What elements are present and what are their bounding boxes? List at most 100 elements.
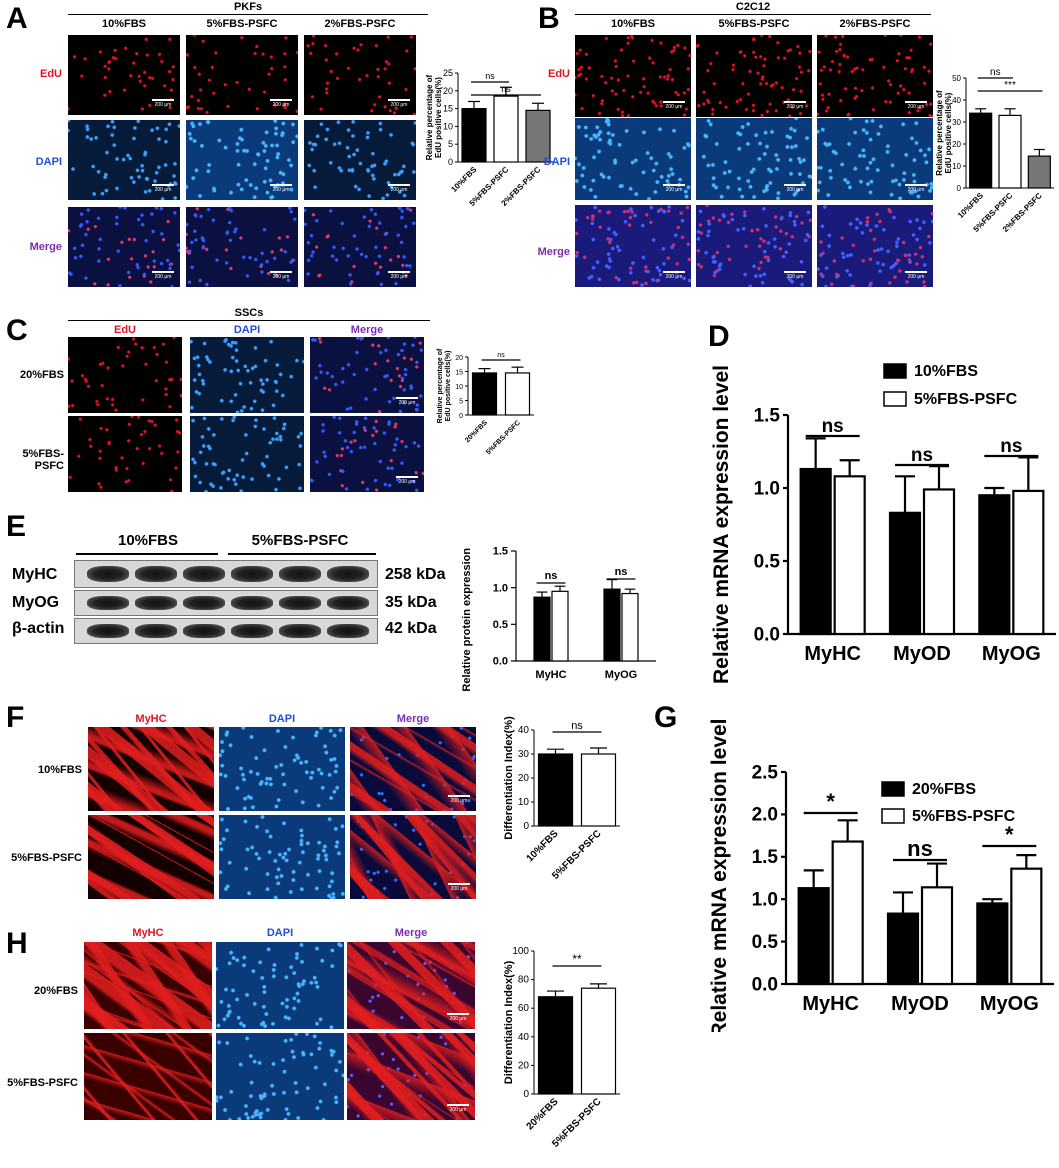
legend-swatch-1: [883, 363, 907, 379]
bar-MyHC-1: [797, 887, 830, 986]
y-tick-label: 5: [459, 399, 463, 406]
panel-h-bar-chart: 0 20 40 60 80 100 Differentiation Index(%) 20%F…: [503, 946, 620, 1150]
scale-bar: 200 μm: [270, 271, 292, 283]
scale-bar-label: 200 μm: [665, 274, 683, 280]
panel-b-micrograph-r1-c3: 200 μm: [817, 35, 933, 117]
x-tick-label: MyOG: [982, 643, 1041, 665]
scale-bar-label: 200 μm: [665, 104, 683, 110]
bar-1: [969, 112, 993, 189]
bar-1: [471, 372, 498, 416]
x-tick-label: 10%FBS: [525, 828, 561, 864]
blot-band: [183, 596, 225, 610]
panel-b-title: C2C12: [735, 1, 771, 13]
blot-band: [279, 566, 321, 582]
panel-f-col-merge: Merge: [396, 713, 430, 725]
panel-h-col-merge: Merge: [394, 927, 428, 939]
blot-band: [135, 566, 177, 582]
panel-label-h: H: [6, 927, 28, 960]
bar-1: [537, 753, 574, 827]
significance-label: ns: [501, 84, 511, 94]
panel-b-row-edu: EdU: [548, 68, 570, 80]
panel-label-e: E: [6, 510, 27, 543]
panel-d-bar-chart: 0.0 0.5 1.0 1.5 Relative mRNA expression lev…: [710, 363, 1056, 684]
y-tick-label: 20: [518, 1060, 530, 1071]
panel-h-micrograph-r1-c1: [84, 942, 212, 1029]
significance-label: ns: [497, 352, 505, 359]
scale-bar: 200 μm: [448, 883, 470, 895]
bar-MyOG-2: [621, 592, 639, 662]
scale-bar: 200 μm: [152, 271, 174, 283]
bar-MyHC-1: [799, 467, 832, 636]
panel-label-a: A: [6, 2, 28, 35]
y-tick-label: 10: [443, 121, 453, 131]
y-axis-label: Differentiation Index(%): [503, 716, 515, 840]
scale-bar-label: 200 μm: [449, 1107, 467, 1113]
y-tick-label: 30: [518, 749, 530, 760]
bar-MyOG-1: [976, 902, 1009, 986]
y-tick-label: 20: [952, 140, 961, 149]
y-axis-label: Relative percentage ofEdU positive cells…: [425, 74, 443, 160]
y-tick-label: 10: [455, 384, 463, 391]
panel-a-micrograph-r2-c2: 200 μm: [186, 120, 298, 200]
panel-c-title-rule: [68, 320, 430, 321]
blot-band: [135, 624, 177, 638]
y-tick-label: 1.5: [754, 405, 781, 426]
panel-f-micrograph-r2-c3: 200 μm: [350, 815, 476, 899]
scale-bar: 200 μm: [388, 271, 410, 283]
scale-bar-label: 200 μm: [450, 886, 468, 892]
panel-f-col-myhc: MyHC: [135, 713, 167, 725]
panel-e-bar-chart: 0.0 0.5 1.0 1.5 Relative protein expression …: [461, 545, 656, 692]
x-tick-label: 10%FBS: [449, 165, 478, 194]
scale-bar: 200 μm: [784, 184, 806, 196]
y-tick-label: 80: [518, 975, 530, 986]
panel-a-micrograph-r3-c2: 200 μm: [186, 207, 298, 287]
y-tick-label: 1.5: [752, 847, 779, 868]
blot-size-myhc: 258 kDa: [385, 566, 446, 583]
x-tick-label: 20%FBS: [525, 1096, 561, 1132]
x-tick-label: 10%FBS: [956, 191, 985, 220]
significance-label: ns: [822, 416, 844, 437]
panel-c-col-merge: Merge: [350, 324, 384, 336]
panel-a-row-merge: Merge: [29, 241, 62, 253]
panel-a-micrograph-r3-c1: 200 μm: [68, 207, 180, 287]
scale-bar: 200 μm: [396, 476, 418, 488]
blot-group-1-rule: [76, 553, 218, 555]
bar-MyHC-1: [533, 596, 551, 662]
significance-label: ns: [545, 570, 558, 582]
bar-MyHC-2: [551, 590, 569, 662]
y-tick-label: 100: [512, 946, 529, 957]
y-axis-label: Relative percentage ofEdU positive cells…: [437, 348, 452, 423]
scale-bar: 200 μm: [152, 99, 174, 111]
legend-swatch-2: [881, 808, 905, 824]
blot-band: [231, 596, 273, 610]
panel-a-micrograph-r1-c2: 200 μm: [186, 35, 298, 115]
scale-bar: 200 μm: [905, 184, 927, 196]
blot-band: [327, 566, 369, 582]
panel-h-micrograph-r2-c1: [84, 1033, 212, 1120]
panel-c-micrograph-r1-c2: [190, 337, 304, 413]
significance-label: ns: [615, 566, 628, 578]
scale-bar-label: 200 μm: [907, 104, 925, 110]
y-tick-label: 1.5: [493, 546, 508, 558]
bar-1: [537, 996, 574, 1095]
panel-b-micrograph-r2-c3: 200 μm: [817, 118, 933, 200]
scale-bar-label: 200 μm: [154, 187, 172, 193]
blot-protein-myhc: MyHC: [12, 566, 58, 583]
y-tick-label: 10: [952, 162, 961, 171]
y-tick-label: 0: [459, 413, 463, 420]
blot-band: [231, 566, 273, 582]
panel-a-micrograph-r1-c1: 200 μm: [68, 35, 180, 115]
panel-a-row-dapi: DAPI: [35, 156, 62, 168]
x-tick-label: MyOG: [980, 993, 1039, 1015]
scale-bar: 200 μm: [448, 795, 470, 807]
blot-band: [87, 566, 129, 582]
panel-b-micrograph-r2-c2: 200 μm: [696, 118, 812, 200]
blot-protein-myog: MyOG: [12, 594, 60, 611]
scale-bar: 200 μm: [388, 184, 410, 196]
scale-bar: 200 μm: [663, 184, 685, 196]
panel-a-row-edu: EdU: [40, 68, 62, 80]
panel-f-micrograph-r2-c1: [88, 815, 214, 899]
bar-MyOD-1: [888, 511, 922, 636]
bar-3: [1027, 155, 1051, 189]
